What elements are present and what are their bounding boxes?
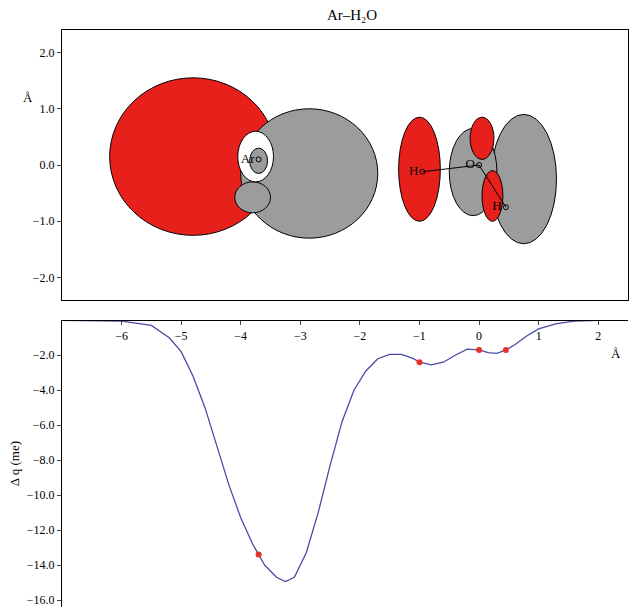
svg-text:Δ q (me): Δ q (me) [7, 441, 22, 486]
svg-text:2: 2 [595, 329, 601, 343]
svg-text:−6.0: −6.0 [33, 418, 55, 432]
svg-text:H: H [409, 163, 418, 178]
svg-text:−16.0: −16.0 [27, 593, 55, 607]
svg-text:−1: −1 [413, 329, 426, 343]
svg-text:Ar: Ar [241, 151, 255, 166]
svg-text:−14.0: −14.0 [27, 558, 55, 572]
svg-text:−5: −5 [175, 329, 188, 343]
svg-text:−4.0: −4.0 [33, 383, 55, 397]
svg-text:−2.0: −2.0 [33, 348, 55, 362]
svg-text:−12.0: −12.0 [27, 523, 55, 537]
svg-text:Å: Å [611, 346, 621, 361]
svg-text:H: H [492, 198, 501, 213]
svg-text:−4: −4 [234, 329, 247, 343]
svg-text:1.0: 1.0 [40, 102, 55, 116]
svg-text:−10.0: −10.0 [27, 488, 55, 502]
svg-text:Ar–H₂O: Ar–H₂O [327, 7, 377, 23]
svg-text:0.0: 0.0 [40, 158, 55, 172]
svg-text:2.0: 2.0 [40, 46, 55, 60]
svg-text:−1.0: −1.0 [33, 214, 55, 228]
svg-text:0: 0 [476, 329, 482, 343]
svg-text:−2: −2 [353, 329, 366, 343]
svg-text:−6: −6 [115, 329, 128, 343]
svg-text:1: 1 [536, 329, 542, 343]
svg-text:Å: Å [23, 90, 33, 105]
svg-text:−2.0: −2.0 [33, 271, 55, 285]
svg-text:O: O [466, 156, 475, 171]
svg-text:−8.0: −8.0 [33, 453, 55, 467]
svg-text:−3: −3 [294, 329, 307, 343]
